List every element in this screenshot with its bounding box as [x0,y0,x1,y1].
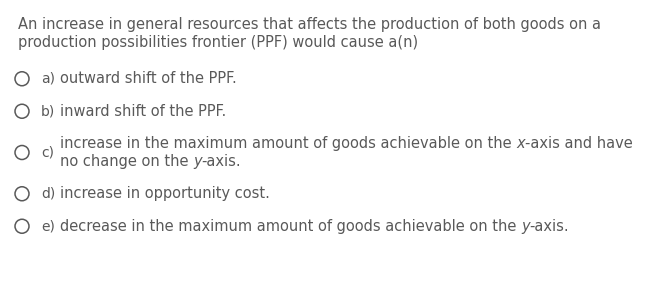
Text: increase in the maximum amount of goods achievable on the: increase in the maximum amount of goods … [60,136,516,151]
Text: production possibilities frontier (PPF) would cause a(n): production possibilities frontier (PPF) … [18,35,418,50]
Text: decrease in the maximum amount of goods achievable on the: decrease in the maximum amount of goods … [60,219,521,234]
Text: -axis.: -axis. [529,219,569,234]
Text: inward shift of the PPF.: inward shift of the PPF. [60,104,226,119]
Text: increase in opportunity cost.: increase in opportunity cost. [60,186,270,201]
Text: b): b) [41,104,55,118]
Text: d): d) [41,187,55,201]
Text: c): c) [41,146,54,159]
Text: An increase in general resources that affects the production of both goods on a: An increase in general resources that af… [18,17,601,32]
Text: x: x [516,136,525,151]
Text: y: y [521,219,529,234]
Text: -axis.: -axis. [201,154,241,169]
Text: y: y [193,154,201,169]
Text: -axis and have: -axis and have [525,136,632,151]
Text: no change on the: no change on the [60,154,193,169]
Text: e): e) [41,219,55,233]
Text: outward shift of the PPF.: outward shift of the PPF. [60,71,237,86]
Text: a): a) [41,72,55,86]
